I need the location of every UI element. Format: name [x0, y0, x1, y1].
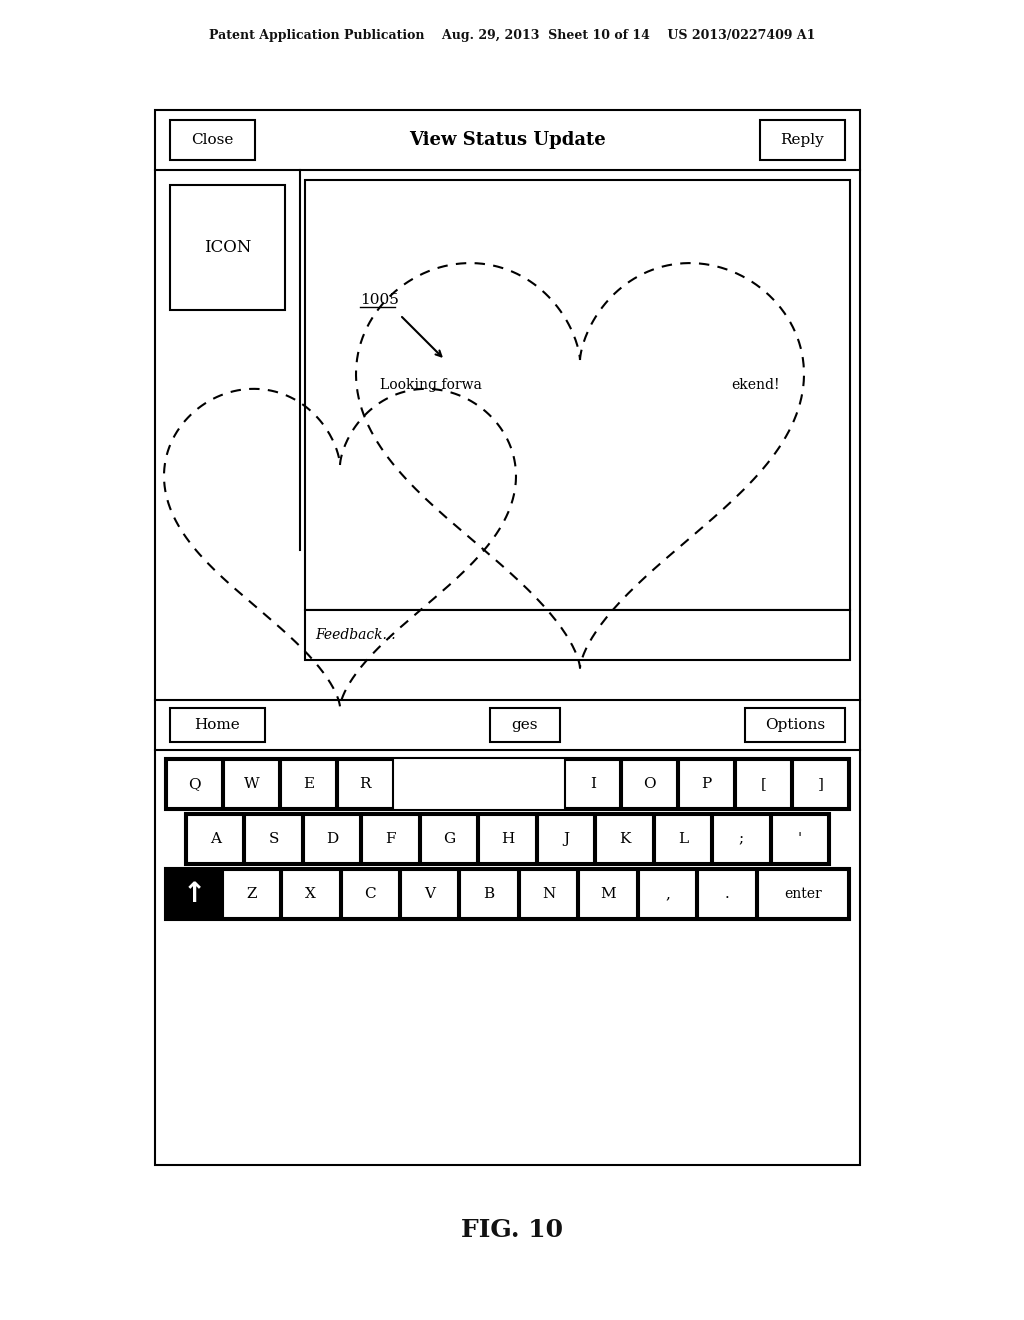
- Bar: [679, 760, 734, 808]
- Text: N: N: [542, 887, 555, 902]
- Bar: [338, 760, 392, 808]
- Bar: [187, 814, 244, 863]
- Text: .: .: [725, 887, 729, 902]
- Text: Looking forwa: Looking forwa: [380, 378, 482, 392]
- Bar: [304, 814, 360, 863]
- Text: ges: ges: [512, 718, 539, 733]
- Bar: [401, 870, 459, 917]
- Bar: [461, 870, 518, 917]
- Bar: [736, 760, 792, 808]
- Text: P: P: [701, 777, 712, 791]
- Bar: [758, 870, 848, 917]
- Bar: [490, 708, 560, 742]
- Bar: [342, 870, 399, 917]
- Text: V: V: [424, 887, 435, 902]
- Text: Patent Application Publication    Aug. 29, 2013  Sheet 10 of 14    US 2013/02274: Patent Application Publication Aug. 29, …: [209, 29, 815, 41]
- Bar: [224, 760, 279, 808]
- Text: ICON: ICON: [204, 239, 251, 256]
- Text: ↑: ↑: [182, 880, 206, 908]
- Bar: [520, 870, 578, 917]
- Bar: [170, 185, 285, 310]
- Bar: [167, 760, 222, 808]
- Bar: [760, 120, 845, 160]
- Bar: [623, 760, 677, 808]
- Text: enter: enter: [784, 887, 821, 902]
- Bar: [713, 814, 770, 863]
- Text: H: H: [501, 832, 514, 846]
- Bar: [580, 870, 637, 917]
- Text: 1005: 1005: [360, 293, 399, 308]
- Text: ekend!: ekend!: [731, 378, 780, 392]
- Bar: [305, 180, 850, 610]
- Text: S: S: [268, 832, 279, 846]
- Text: Close: Close: [191, 133, 233, 147]
- Bar: [421, 814, 477, 863]
- Text: C: C: [365, 887, 376, 902]
- Text: J: J: [563, 832, 569, 846]
- Bar: [246, 814, 302, 863]
- Text: View Status Update: View Status Update: [410, 131, 606, 149]
- Text: I: I: [590, 777, 596, 791]
- Text: M: M: [600, 887, 615, 902]
- Text: O: O: [643, 777, 656, 791]
- Text: ,: ,: [665, 887, 670, 902]
- Text: D: D: [326, 832, 338, 846]
- Text: ]: ]: [817, 777, 823, 791]
- Text: E: E: [303, 777, 313, 791]
- Bar: [654, 814, 711, 863]
- Bar: [538, 814, 594, 863]
- Bar: [305, 610, 850, 660]
- Text: Z: Z: [246, 887, 257, 902]
- Text: A: A: [210, 832, 221, 846]
- Bar: [698, 870, 756, 917]
- Bar: [771, 814, 828, 863]
- Text: W: W: [244, 777, 259, 791]
- Text: Home: Home: [195, 718, 241, 733]
- Text: FIG. 10: FIG. 10: [461, 1218, 563, 1242]
- Bar: [165, 758, 850, 810]
- Text: ;: ;: [738, 832, 743, 846]
- Bar: [745, 708, 845, 742]
- Bar: [170, 120, 255, 160]
- Bar: [155, 110, 860, 1166]
- Bar: [793, 760, 848, 808]
- Text: ': ': [798, 832, 802, 846]
- Bar: [362, 814, 419, 863]
- Bar: [479, 814, 536, 863]
- Bar: [596, 814, 652, 863]
- Bar: [565, 760, 621, 808]
- Text: [: [: [761, 777, 767, 791]
- Text: Reply: Reply: [780, 133, 824, 147]
- Bar: [639, 870, 696, 917]
- Bar: [222, 870, 281, 917]
- Bar: [170, 708, 265, 742]
- Text: L: L: [678, 832, 688, 846]
- Bar: [165, 869, 850, 920]
- Text: F: F: [385, 832, 396, 846]
- Text: K: K: [618, 832, 630, 846]
- Bar: [282, 870, 340, 917]
- Text: X: X: [305, 887, 316, 902]
- Text: R: R: [359, 777, 371, 791]
- Text: Q: Q: [188, 777, 201, 791]
- Text: Options: Options: [765, 718, 825, 733]
- Bar: [281, 760, 336, 808]
- Text: G: G: [443, 832, 456, 846]
- Text: Feedback...: Feedback...: [315, 628, 395, 642]
- Text: B: B: [483, 887, 495, 902]
- Bar: [185, 813, 830, 865]
- Bar: [167, 870, 220, 917]
